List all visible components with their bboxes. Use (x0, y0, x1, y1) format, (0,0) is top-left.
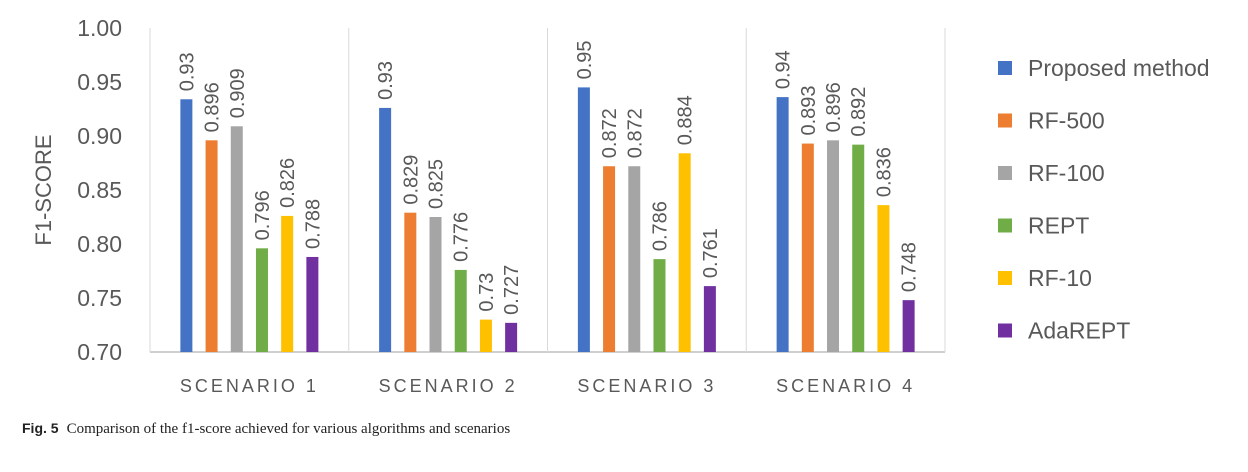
data-label: 0.893 (798, 85, 820, 135)
bar-6-2 (505, 322, 518, 352)
y-tick-label: 0.85 (77, 177, 122, 203)
data-label: 0.872 (624, 108, 646, 158)
data-label: 0.776 (451, 212, 473, 262)
data-label: 0.95 (574, 40, 596, 79)
legend-label: REPT (1028, 213, 1089, 239)
data-label: 0.93 (375, 61, 397, 100)
bar-5-2 (479, 319, 492, 352)
data-label: 0.786 (649, 201, 671, 251)
data-label: 0.796 (252, 190, 274, 240)
data-label: 0.872 (599, 108, 621, 158)
bar-1-3 (577, 87, 590, 353)
x-category-label: SCENARIO 1 (180, 376, 319, 396)
data-label: 0.884 (675, 95, 697, 145)
bar-1-2 (379, 107, 392, 352)
data-label: 0.836 (873, 147, 895, 197)
data-label: 0.896 (823, 82, 845, 132)
bar-2-2 (404, 212, 417, 352)
data-label: 0.727 (501, 265, 523, 315)
bar-3-3 (628, 166, 641, 352)
y-tick-label: 1.00 (77, 15, 122, 41)
legend-swatch (998, 61, 1012, 75)
bar-4-1 (255, 248, 268, 352)
data-label: 0.748 (899, 242, 921, 292)
legend-swatch (998, 323, 1012, 338)
data-label: 0.93 (176, 52, 198, 91)
bar-6-1 (306, 256, 319, 352)
legend-label: RF-500 (1028, 108, 1105, 134)
x-category-label: SCENARIO 4 (776, 376, 915, 396)
legend-swatch (998, 271, 1012, 285)
data-label: 0.892 (848, 87, 870, 137)
y-tick-label: 0.80 (77, 231, 122, 257)
y-tick-label: 0.95 (77, 69, 122, 95)
figure-caption-text: Comparison of the f1-score achieved for … (66, 421, 511, 437)
data-label: 0.825 (426, 159, 448, 209)
figure-label: Fig. 5 (22, 420, 59, 436)
legend-label: RF-100 (1028, 160, 1105, 186)
bar-5-3 (678, 153, 691, 352)
data-label: 0.73 (476, 273, 498, 312)
data-label: 0.761 (700, 228, 722, 278)
data-label: 0.909 (227, 68, 249, 118)
bar-5-1 (281, 215, 294, 352)
legend-label: RF-10 (1028, 265, 1092, 291)
data-label: 0.896 (202, 82, 224, 132)
figure-caption: Fig. 5 Comparison of the f1-score achieve… (22, 420, 510, 438)
bar-6-4 (902, 300, 915, 352)
x-category-label: SCENARIO 3 (577, 376, 716, 396)
data-label: 0.829 (400, 155, 422, 205)
data-label: 0.788 (302, 199, 324, 249)
bar-1-4 (776, 97, 789, 353)
bar-2-4 (801, 143, 814, 352)
y-tick-label: 0.75 (77, 285, 122, 311)
legend-swatch (998, 218, 1012, 233)
bar-2-1 (205, 140, 218, 352)
y-tick-label: 0.70 (77, 339, 122, 365)
bar-1-1 (180, 99, 193, 352)
legend-label: Proposed method (1028, 55, 1210, 81)
bar-4-4 (852, 144, 865, 352)
bar-3-4 (827, 140, 840, 352)
legend-label: AdaREPT (1028, 318, 1130, 344)
bar-2-3 (603, 166, 616, 352)
bar-3-1 (230, 126, 243, 352)
bar-4-3 (653, 259, 666, 352)
x-category-label: SCENARIO 2 (379, 376, 518, 396)
bar-5-4 (877, 205, 890, 352)
y-tick-label: 0.90 (77, 123, 122, 149)
data-label: 0.826 (277, 158, 299, 208)
f1-score-bar-chart: 0.70 0.75 0.80 0.85 0.90 0.95 1.00 F1-SCORE SCEN… (31, 15, 1210, 396)
bar-6-3 (703, 286, 716, 352)
legend-swatch (998, 166, 1012, 180)
bar-4-2 (454, 269, 467, 352)
legend-swatch (998, 113, 1012, 128)
data-label: 0.94 (773, 50, 795, 89)
bar-3-2 (429, 217, 442, 352)
y-axis-title: F1-SCORE (31, 134, 56, 245)
